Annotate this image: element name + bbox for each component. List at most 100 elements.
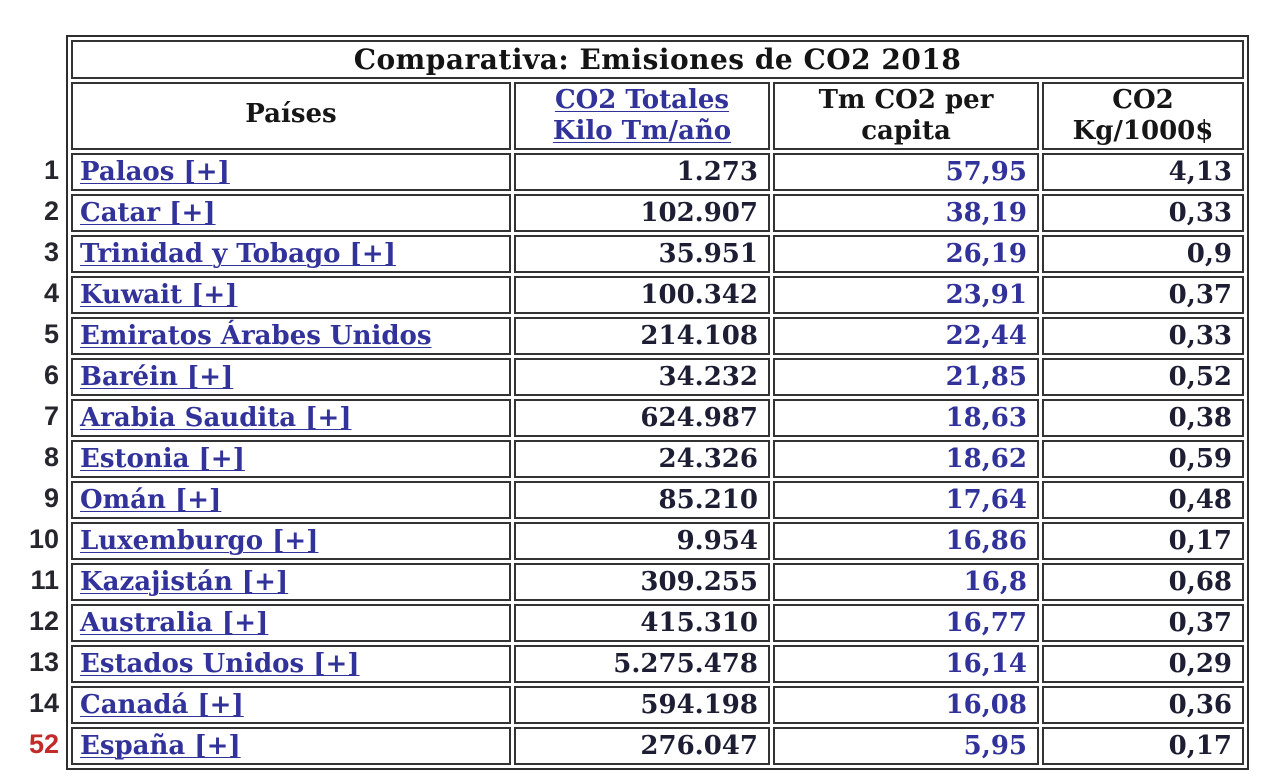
country-link[interactable]: Omán [+] — [80, 485, 222, 515]
co2-total-cell: 100.342 — [514, 276, 770, 314]
row-rank: 6 — [43, 360, 59, 390]
col-header-paises: Países — [71, 82, 511, 150]
country-link[interactable]: Luxemburgo [+] — [80, 526, 319, 556]
row-rank: 11 — [30, 565, 59, 595]
co2-total-cell: 1.273 — [514, 153, 770, 191]
header-line: Kg/1000$ — [1072, 116, 1214, 146]
country-link[interactable]: Kazajistán [+] — [80, 567, 289, 597]
kg-1000-cell: 0,36 — [1042, 686, 1244, 724]
table-row: Omán [+] 85.210 17,64 0,48 — [71, 481, 1244, 519]
country-link[interactable]: Canadá [+] — [80, 690, 244, 720]
co2-total-cell: 5.275.478 — [514, 645, 770, 683]
co2-total-cell: 34.232 — [514, 358, 770, 396]
country-link[interactable]: Australia [+] — [80, 608, 269, 638]
per-capita-cell: 5,95 — [773, 727, 1039, 765]
country-link[interactable]: Palaos [+] — [80, 157, 230, 187]
kg-1000-cell: 0,33 — [1042, 194, 1244, 232]
per-capita-cell: 16,77 — [773, 604, 1039, 642]
per-capita-cell: 18,62 — [773, 440, 1039, 478]
row-rank-spain: 52 — [28, 729, 59, 759]
kg-1000-cell: 0,9 — [1042, 235, 1244, 273]
co2-total-cell: 85.210 — [514, 481, 770, 519]
co2-comparison-table: Comparativa: Emisiones de CO2 2018 Paíse… — [68, 37, 1247, 768]
per-capita-cell: 16,8 — [773, 563, 1039, 601]
co2-total-cell: 276.047 — [514, 727, 770, 765]
row-rank: 8 — [43, 442, 59, 472]
kg-1000-cell: 4,13 — [1042, 153, 1244, 191]
row-rank: 4 — [43, 278, 59, 308]
co2-total-cell: 9.954 — [514, 522, 770, 560]
table-row: Arabia Saudita [+] 624.987 18,63 0,38 — [71, 399, 1244, 437]
country-link[interactable]: Baréin [+] — [80, 362, 234, 392]
kg-1000-cell: 0,37 — [1042, 276, 1244, 314]
table-row: Palaos [+] 1.273 57,95 4,13 — [71, 153, 1244, 191]
table-row: Emiratos Árabes Unidos 214.108 22,44 0,3… — [71, 317, 1244, 355]
per-capita-cell: 23,91 — [773, 276, 1039, 314]
row-rank: 7 — [43, 401, 59, 431]
table-row: Canadá [+] 594.198 16,08 0,36 — [71, 686, 1244, 724]
per-capita-cell: 22,44 — [773, 317, 1039, 355]
country-link[interactable]: Arabia Saudita [+] — [80, 403, 352, 433]
co2-total-cell: 24.326 — [514, 440, 770, 478]
per-capita-cell: 16,08 — [773, 686, 1039, 724]
row-rank: 14 — [28, 688, 59, 718]
co2-totales-link[interactable]: CO2 Totales Kilo Tm/año — [553, 85, 731, 147]
kg-1000-cell: 0,52 — [1042, 358, 1244, 396]
header-line: capita — [861, 116, 951, 146]
col-header-co2-totales: CO2 Totales Kilo Tm/año — [514, 82, 770, 150]
country-link[interactable]: Trinidad y Tobago [+] — [80, 239, 396, 269]
kg-1000-cell: 0,59 — [1042, 440, 1244, 478]
row-rank: 1 — [43, 155, 59, 185]
col-header-per-capita: Tm CO2 per capita — [773, 82, 1039, 150]
table-row: Australia [+] 415.310 16,77 0,37 — [71, 604, 1244, 642]
row-rank: 13 — [28, 647, 59, 677]
country-link[interactable]: España [+] — [80, 731, 241, 761]
kg-1000-cell: 0,37 — [1042, 604, 1244, 642]
table-row: Baréin [+] 34.232 21,85 0,52 — [71, 358, 1244, 396]
table-row: Trinidad y Tobago [+] 35.951 26,19 0,9 — [71, 235, 1244, 273]
row-rank: 10 — [28, 524, 59, 554]
kg-1000-cell: 0,68 — [1042, 563, 1244, 601]
row-rank: 9 — [43, 483, 59, 513]
co2-total-cell: 214.108 — [514, 317, 770, 355]
per-capita-cell: 38,19 — [773, 194, 1039, 232]
kg-1000-cell: 0,38 — [1042, 399, 1244, 437]
row-rank: 12 — [28, 606, 59, 636]
per-capita-cell: 16,86 — [773, 522, 1039, 560]
table-row: Estonia [+] 24.326 18,62 0,59 — [71, 440, 1244, 478]
country-link[interactable]: Catar [+] — [80, 198, 216, 228]
header-line: Tm CO2 per — [818, 85, 994, 115]
table-row: Kuwait [+] 100.342 23,91 0,37 — [71, 276, 1244, 314]
table-row-spain: España [+] 276.047 5,95 0,17 — [71, 727, 1244, 765]
title-row: Comparativa: Emisiones de CO2 2018 — [71, 40, 1244, 79]
co2-table-wrap: Comparativa: Emisiones de CO2 2018 Paíse… — [66, 35, 1249, 770]
per-capita-cell: 21,85 — [773, 358, 1039, 396]
row-rank: 5 — [43, 319, 59, 349]
kg-1000-cell: 0,17 — [1042, 727, 1244, 765]
per-capita-cell: 57,95 — [773, 153, 1039, 191]
co2-total-cell: 35.951 — [514, 235, 770, 273]
header-line: CO2 — [1112, 85, 1174, 115]
country-link[interactable]: Kuwait [+] — [80, 280, 238, 310]
table-row: Estados Unidos [+] 5.275.478 16,14 0,29 — [71, 645, 1244, 683]
table-row: Luxemburgo [+] 9.954 16,86 0,17 — [71, 522, 1244, 560]
header-row: Países CO2 Totales Kilo Tm/año Tm CO2 pe… — [71, 82, 1244, 150]
table-row: Kazajistán [+] 309.255 16,8 0,68 — [71, 563, 1244, 601]
header-line: CO2 Totales — [554, 85, 730, 115]
country-link[interactable]: Emiratos Árabes Unidos — [80, 321, 432, 351]
per-capita-cell: 16,14 — [773, 645, 1039, 683]
table-title: Comparativa: Emisiones de CO2 2018 — [71, 40, 1244, 79]
kg-1000-cell: 0,29 — [1042, 645, 1244, 683]
kg-1000-cell: 0,33 — [1042, 317, 1244, 355]
per-capita-cell: 18,63 — [773, 399, 1039, 437]
co2-total-cell: 102.907 — [514, 194, 770, 232]
country-link[interactable]: Estados Unidos [+] — [80, 649, 360, 679]
row-rank: 2 — [43, 196, 59, 226]
co2-total-cell: 309.255 — [514, 563, 770, 601]
header-line: Kilo Tm/año — [552, 116, 732, 146]
kg-1000-cell: 0,48 — [1042, 481, 1244, 519]
row-rank: 3 — [43, 237, 59, 267]
country-link[interactable]: Estonia [+] — [80, 444, 245, 474]
co2-total-cell: 415.310 — [514, 604, 770, 642]
